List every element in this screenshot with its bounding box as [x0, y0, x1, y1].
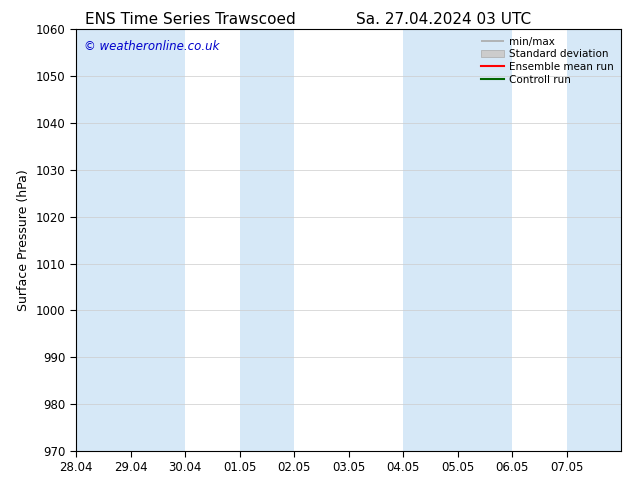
Bar — [458, 29, 512, 451]
Bar — [131, 29, 185, 451]
Y-axis label: Surface Pressure (hPa): Surface Pressure (hPa) — [17, 169, 30, 311]
Bar — [567, 29, 621, 451]
Bar — [403, 29, 458, 451]
Bar — [240, 29, 294, 451]
Legend: min/max, Standard deviation, Ensemble mean run, Controll run: min/max, Standard deviation, Ensemble me… — [477, 32, 618, 89]
Bar — [76, 29, 131, 451]
Text: Sa. 27.04.2024 03 UTC: Sa. 27.04.2024 03 UTC — [356, 12, 531, 27]
Text: ENS Time Series Trawscoed: ENS Time Series Trawscoed — [85, 12, 295, 27]
Text: © weatheronline.co.uk: © weatheronline.co.uk — [84, 40, 219, 53]
